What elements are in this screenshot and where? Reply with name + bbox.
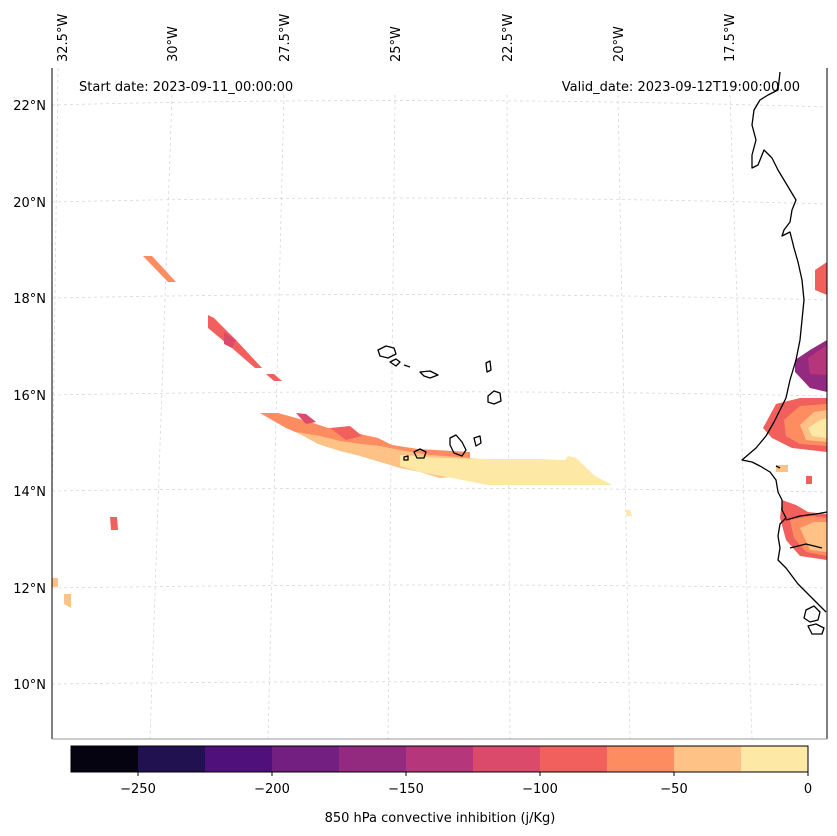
lon-label-175: 17.5°W	[723, 14, 738, 62]
grid-lon-225	[506, 94, 511, 740]
colorbar-tick-200: −200	[254, 782, 290, 797]
lon-label-30: 30°W	[166, 26, 181, 62]
lat-label-10: 10°N	[13, 678, 46, 693]
grid-lon-175	[729, 94, 753, 740]
lat-label-18: 18°N	[13, 292, 46, 307]
lat-label-12: 12°N	[13, 582, 46, 597]
lon-label-275: 27.5°W	[278, 14, 293, 62]
island-boa-vista	[487, 390, 502, 405]
colorbar-tick-0: 0	[804, 782, 812, 797]
grid-lat-10	[51, 681, 828, 686]
cin-band-red2	[330, 426, 362, 440]
lon-label-20: 20°W	[612, 26, 627, 62]
grid-lon-30	[149, 94, 173, 740]
cin-contours	[52, 256, 827, 608]
cin-east-magenta	[808, 345, 827, 375]
cin-streak-2b	[224, 332, 236, 348]
colorbar-segment	[272, 746, 340, 772]
island-gorée-dot	[775, 465, 781, 469]
african-coast	[741, 71, 827, 613]
colorbar-segment	[540, 746, 608, 772]
map-background	[52, 68, 827, 739]
cin-east-low-light	[800, 522, 827, 552]
cin-east-top	[815, 262, 827, 295]
grid-lon-20	[617, 94, 631, 740]
island-fogo	[413, 448, 427, 459]
island-santiago	[449, 434, 467, 457]
cin-streak-3	[266, 374, 282, 381]
island-sal	[485, 360, 492, 373]
lat-label-16: 16°N	[13, 389, 46, 404]
colorbar-segment	[138, 746, 206, 772]
colorbar-segment	[741, 746, 809, 772]
valid-date-label: Valid_date: 2023-09-12T19:00:00.00	[562, 80, 800, 95]
latitude-labels: 22°N 20°N 18°N 16°N 14°N 12°N 10°N	[13, 99, 46, 693]
lon-label-225: 22.5°W	[501, 14, 516, 62]
cin-east-small1	[776, 465, 788, 472]
grid-lat-22	[51, 100, 828, 108]
grid-lat-14	[51, 487, 828, 493]
colorbar-segment	[607, 746, 675, 772]
colorbar-tick-50: −50	[660, 782, 687, 797]
island-sao-nicolau	[419, 370, 439, 379]
island-santa-luzia	[403, 364, 411, 368]
colorbar-segment	[71, 746, 139, 772]
lat-label-14: 14°N	[13, 485, 46, 500]
longitude-labels: 32.5°W 30°W 27.5°W 25°W 22.5°W 20°W 17.5…	[56, 14, 738, 62]
gambia-river	[785, 511, 828, 521]
grid-lat-12	[51, 584, 828, 589]
coast-islands-se	[803, 605, 825, 635]
colorbar-segment	[473, 746, 541, 772]
colorbar-label: 850 hPa convective inhibition (j/Kg)	[325, 811, 556, 826]
cin-streak-1	[143, 256, 176, 282]
colorbar-tick-labels: −250 −200 −150 −100 −50 0	[120, 782, 812, 797]
cin-cell-w2	[52, 578, 58, 587]
cin-band-yellow	[400, 455, 612, 485]
coastlines	[377, 71, 828, 635]
colorbar-segment	[205, 746, 273, 772]
cin-band-red	[296, 413, 316, 424]
island-brava	[403, 455, 409, 461]
island-maio	[473, 435, 482, 447]
cin-cell-w3	[64, 594, 71, 608]
colorbar-frame	[70, 745, 809, 773]
lat-label-20: 20°N	[13, 196, 46, 211]
lon-label-325: 32.5°W	[56, 14, 71, 62]
grid-lon-275	[267, 94, 285, 740]
grid-lon-25	[387, 94, 396, 740]
island-santo-antao	[377, 345, 397, 359]
colorbar-segment	[339, 746, 407, 772]
colorbar	[70, 745, 809, 776]
graticule	[51, 67, 828, 740]
casamance	[789, 543, 823, 549]
cin-cell-e1	[625, 510, 632, 516]
start-date-label: Start date: 2023-09-11_00:00:00	[79, 80, 293, 95]
grid-lat-18	[51, 294, 828, 301]
map-frame	[51, 68, 828, 740]
grid-lat-16	[51, 391, 828, 397]
colorbar-tick-150: −150	[388, 782, 424, 797]
cin-east-mid-yellow	[808, 418, 827, 438]
cin-cell-w1	[110, 517, 118, 530]
island-sao-vicente	[389, 358, 401, 367]
grid-lat-20	[51, 197, 828, 205]
cin-band-orange	[260, 413, 470, 458]
colorbar-segment	[674, 746, 742, 772]
colorbar-segment	[406, 746, 474, 772]
lon-label-25: 25°W	[389, 26, 404, 62]
colorbar-tick-250: −250	[120, 782, 156, 797]
colorbar-tick-100: −100	[522, 782, 558, 797]
cin-east-small2	[806, 476, 812, 484]
lat-label-22: 22°N	[13, 99, 46, 114]
